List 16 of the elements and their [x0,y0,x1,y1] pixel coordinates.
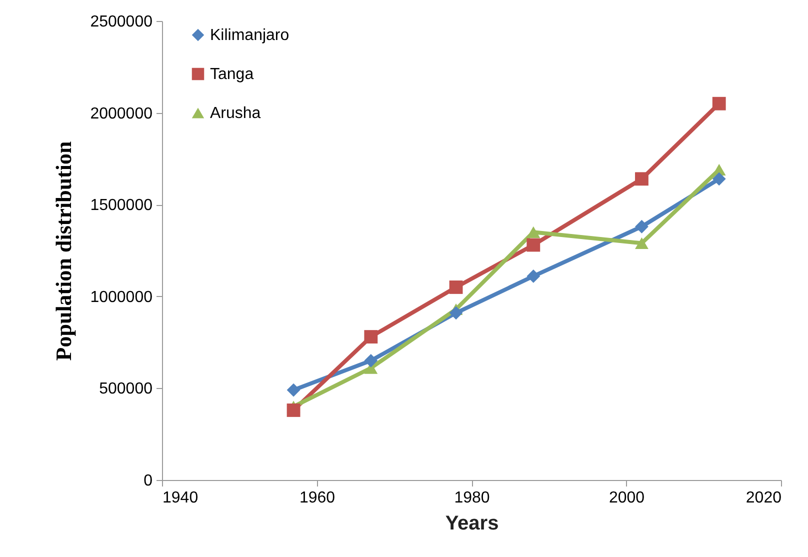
y-tick-label: 2500000 [90,14,153,30]
y-axis-title: Population distribution [51,141,76,361]
x-tick-label: 2000 [608,490,645,506]
y-tick-label: 1500000 [90,197,153,214]
y-tick-label: 1000000 [90,288,153,306]
x-tick-label: 1960 [299,490,336,506]
y-tick-label: 0 [144,472,153,490]
x-axis-title: Years [445,512,499,534]
x-tick-label: 2020 [746,490,782,506]
x-tick-label: 1940 [162,490,198,506]
legend-label: Kilimanjaro [210,27,290,44]
legend-label: Tanga [210,66,254,83]
y-tick-label: 500000 [99,380,153,398]
x-tick-label: 1980 [454,490,490,506]
legend-label: Arusha [210,105,261,122]
y-tick-label: 2000000 [90,105,153,122]
